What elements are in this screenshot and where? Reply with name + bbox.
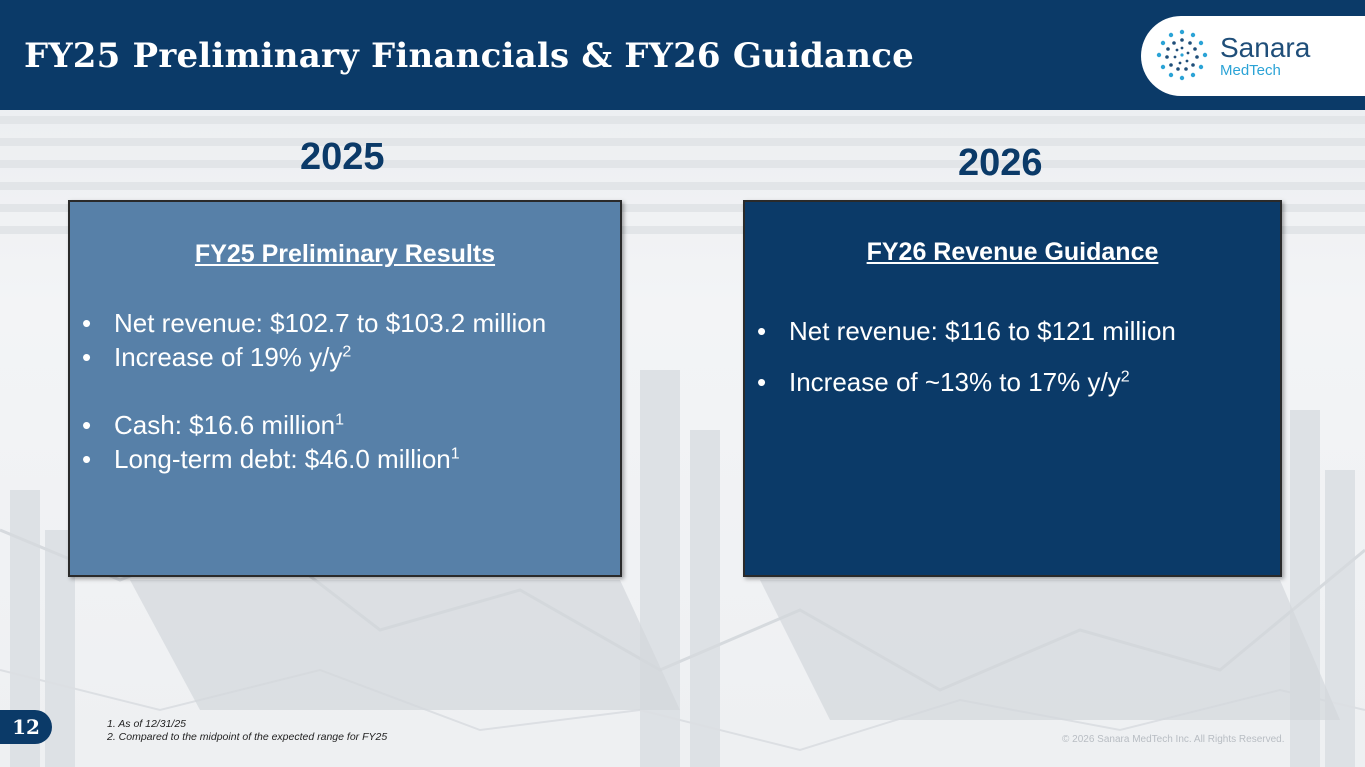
footnotes: 1. As of 12/31/25 2. Compared to the mid… <box>107 718 387 744</box>
footnote-marker: 1 <box>450 445 460 463</box>
header-bar: FY25 Preliminary Financials & FY26 Guida… <box>0 0 1365 110</box>
company-logo: Sanara MedTech <box>1141 16 1365 96</box>
sanara-logo-icon <box>1156 29 1208 81</box>
footnote-2: 2. Compared to the midpoint of the expec… <box>107 731 388 743</box>
bullet-text: Cash: $16.6 million <box>114 410 336 440</box>
slide-title: FY25 Preliminary Financials & FY26 Guida… <box>24 36 914 76</box>
footnote-marker: 1 <box>335 411 345 429</box>
bullet-text: Net revenue: $102.7 to $103.2 million <box>114 308 547 338</box>
fy26-guidance-panel: FY26 Revenue Guidance • Net revenue: $116… <box>743 200 1282 577</box>
list-item: • Increase of 19% y/y2 <box>82 340 546 374</box>
fy25-results-panel: FY25 Preliminary Results • Net revenue: $… <box>68 200 622 577</box>
bullet-icon: • <box>82 308 92 338</box>
fy26-guidance-heading: FY26 Revenue Guidance <box>866 238 1159 266</box>
list-item: • Cash: $16.6 million1 <box>82 408 546 442</box>
bullet-text: Long-term debt: $46.0 million <box>114 444 451 474</box>
list-item: • Increase of ~13% to 17% y/y2 <box>757 365 1176 399</box>
year-2026-label: 2026 <box>958 142 1043 184</box>
page-number: 12 <box>0 710 52 744</box>
bullet-text: Increase of ~13% to 17% y/y <box>789 367 1121 397</box>
logo-subtitle: MedTech <box>1220 62 1281 79</box>
bullet-text: Net revenue: $116 to $121 million <box>789 316 1176 346</box>
year-2025-label: 2025 <box>300 136 385 178</box>
list-item: • Net revenue: $116 to $121 million <box>757 314 1176 348</box>
list-item: • Net revenue: $102.7 to $103.2 million <box>82 306 546 340</box>
fy26-guidance-list: • Net revenue: $116 to $121 million • Incr… <box>757 314 1176 399</box>
bullet-icon: • <box>82 410 92 440</box>
bullet-text: Increase of 19% y/y <box>114 342 343 372</box>
background-decoration <box>0 116 1365 767</box>
list-item: • Long-term debt: $46.0 million1 <box>82 442 546 476</box>
fy25-results-list: • Net revenue: $102.7 to $103.2 million •… <box>82 306 546 476</box>
copyright-notice: © 2026 Sanara MedTech Inc. All Rights Re… <box>1062 734 1285 745</box>
footnote-1: 1. As of 12/31/25 <box>107 718 187 730</box>
bullet-icon: • <box>82 342 92 372</box>
footnote-marker: 2 <box>1120 368 1130 386</box>
logo-name: Sanara <box>1220 32 1311 63</box>
bullet-icon: • <box>82 444 92 474</box>
bullet-icon: • <box>757 367 767 397</box>
bullet-icon: • <box>757 316 767 346</box>
footnote-marker: 2 <box>342 343 352 361</box>
fy25-results-heading: FY25 Preliminary Results <box>194 240 496 268</box>
